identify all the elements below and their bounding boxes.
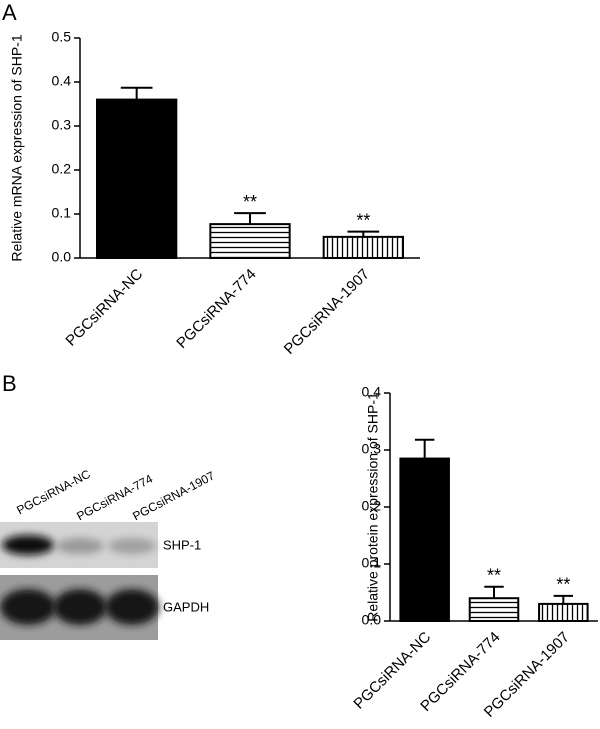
y-tick-label: 0.2	[362, 498, 382, 514]
error-bar	[234, 212, 266, 225]
significance-label: **	[356, 210, 370, 230]
blot-band	[108, 538, 156, 554]
panel-label: A	[2, 0, 17, 25]
bar	[468, 597, 520, 623]
bar	[209, 223, 291, 259]
y-axis-label: Relative mRNA expression of SHP-1	[9, 34, 25, 261]
panel-label: B	[2, 371, 17, 396]
y-tick-label: 0.3	[362, 441, 382, 457]
blot-band	[56, 538, 104, 554]
blot-band	[2, 535, 54, 555]
significance-label: **	[243, 192, 257, 212]
blot-band	[0, 589, 56, 625]
x-tick-label: PGCsiRNA-774	[173, 266, 259, 352]
y-tick-label: 0.4	[362, 384, 382, 400]
significance-label: **	[487, 566, 501, 586]
bar	[399, 457, 450, 622]
y-tick-label: 0.0	[52, 249, 72, 265]
y-tick-label: 0.4	[52, 73, 72, 89]
x-tick-label: PGCsiRNA-NC	[62, 265, 146, 349]
y-tick-label: 0.1	[362, 555, 382, 571]
y-tick-label: 0.0	[362, 612, 382, 628]
error-bar	[484, 585, 504, 599]
band-label: GAPDH	[163, 599, 209, 614]
y-tick-label: 0.5	[52, 29, 72, 45]
y-tick-label: 0.3	[52, 117, 72, 133]
y-tick-label: 0.2	[52, 161, 72, 177]
bar	[96, 98, 178, 259]
band-label: SHP-1	[163, 537, 201, 552]
error-bar	[414, 438, 435, 459]
bar	[538, 602, 589, 623]
error-bar	[553, 594, 574, 604]
bar	[322, 235, 404, 260]
blot-band	[53, 589, 107, 625]
x-tick-label: PGCsiRNA-1907	[281, 266, 373, 358]
y-tick-label: 0.1	[52, 205, 72, 221]
y-axis-label: Relative protein expression of SHP-1	[365, 392, 381, 622]
blot-band	[105, 589, 159, 625]
blot: PGCsiRNA-NC PGCsiRNA-774 PGCsiRNA-1907 S…	[0, 467, 217, 640]
error-bar	[120, 86, 153, 100]
significance-label: **	[556, 575, 570, 595]
